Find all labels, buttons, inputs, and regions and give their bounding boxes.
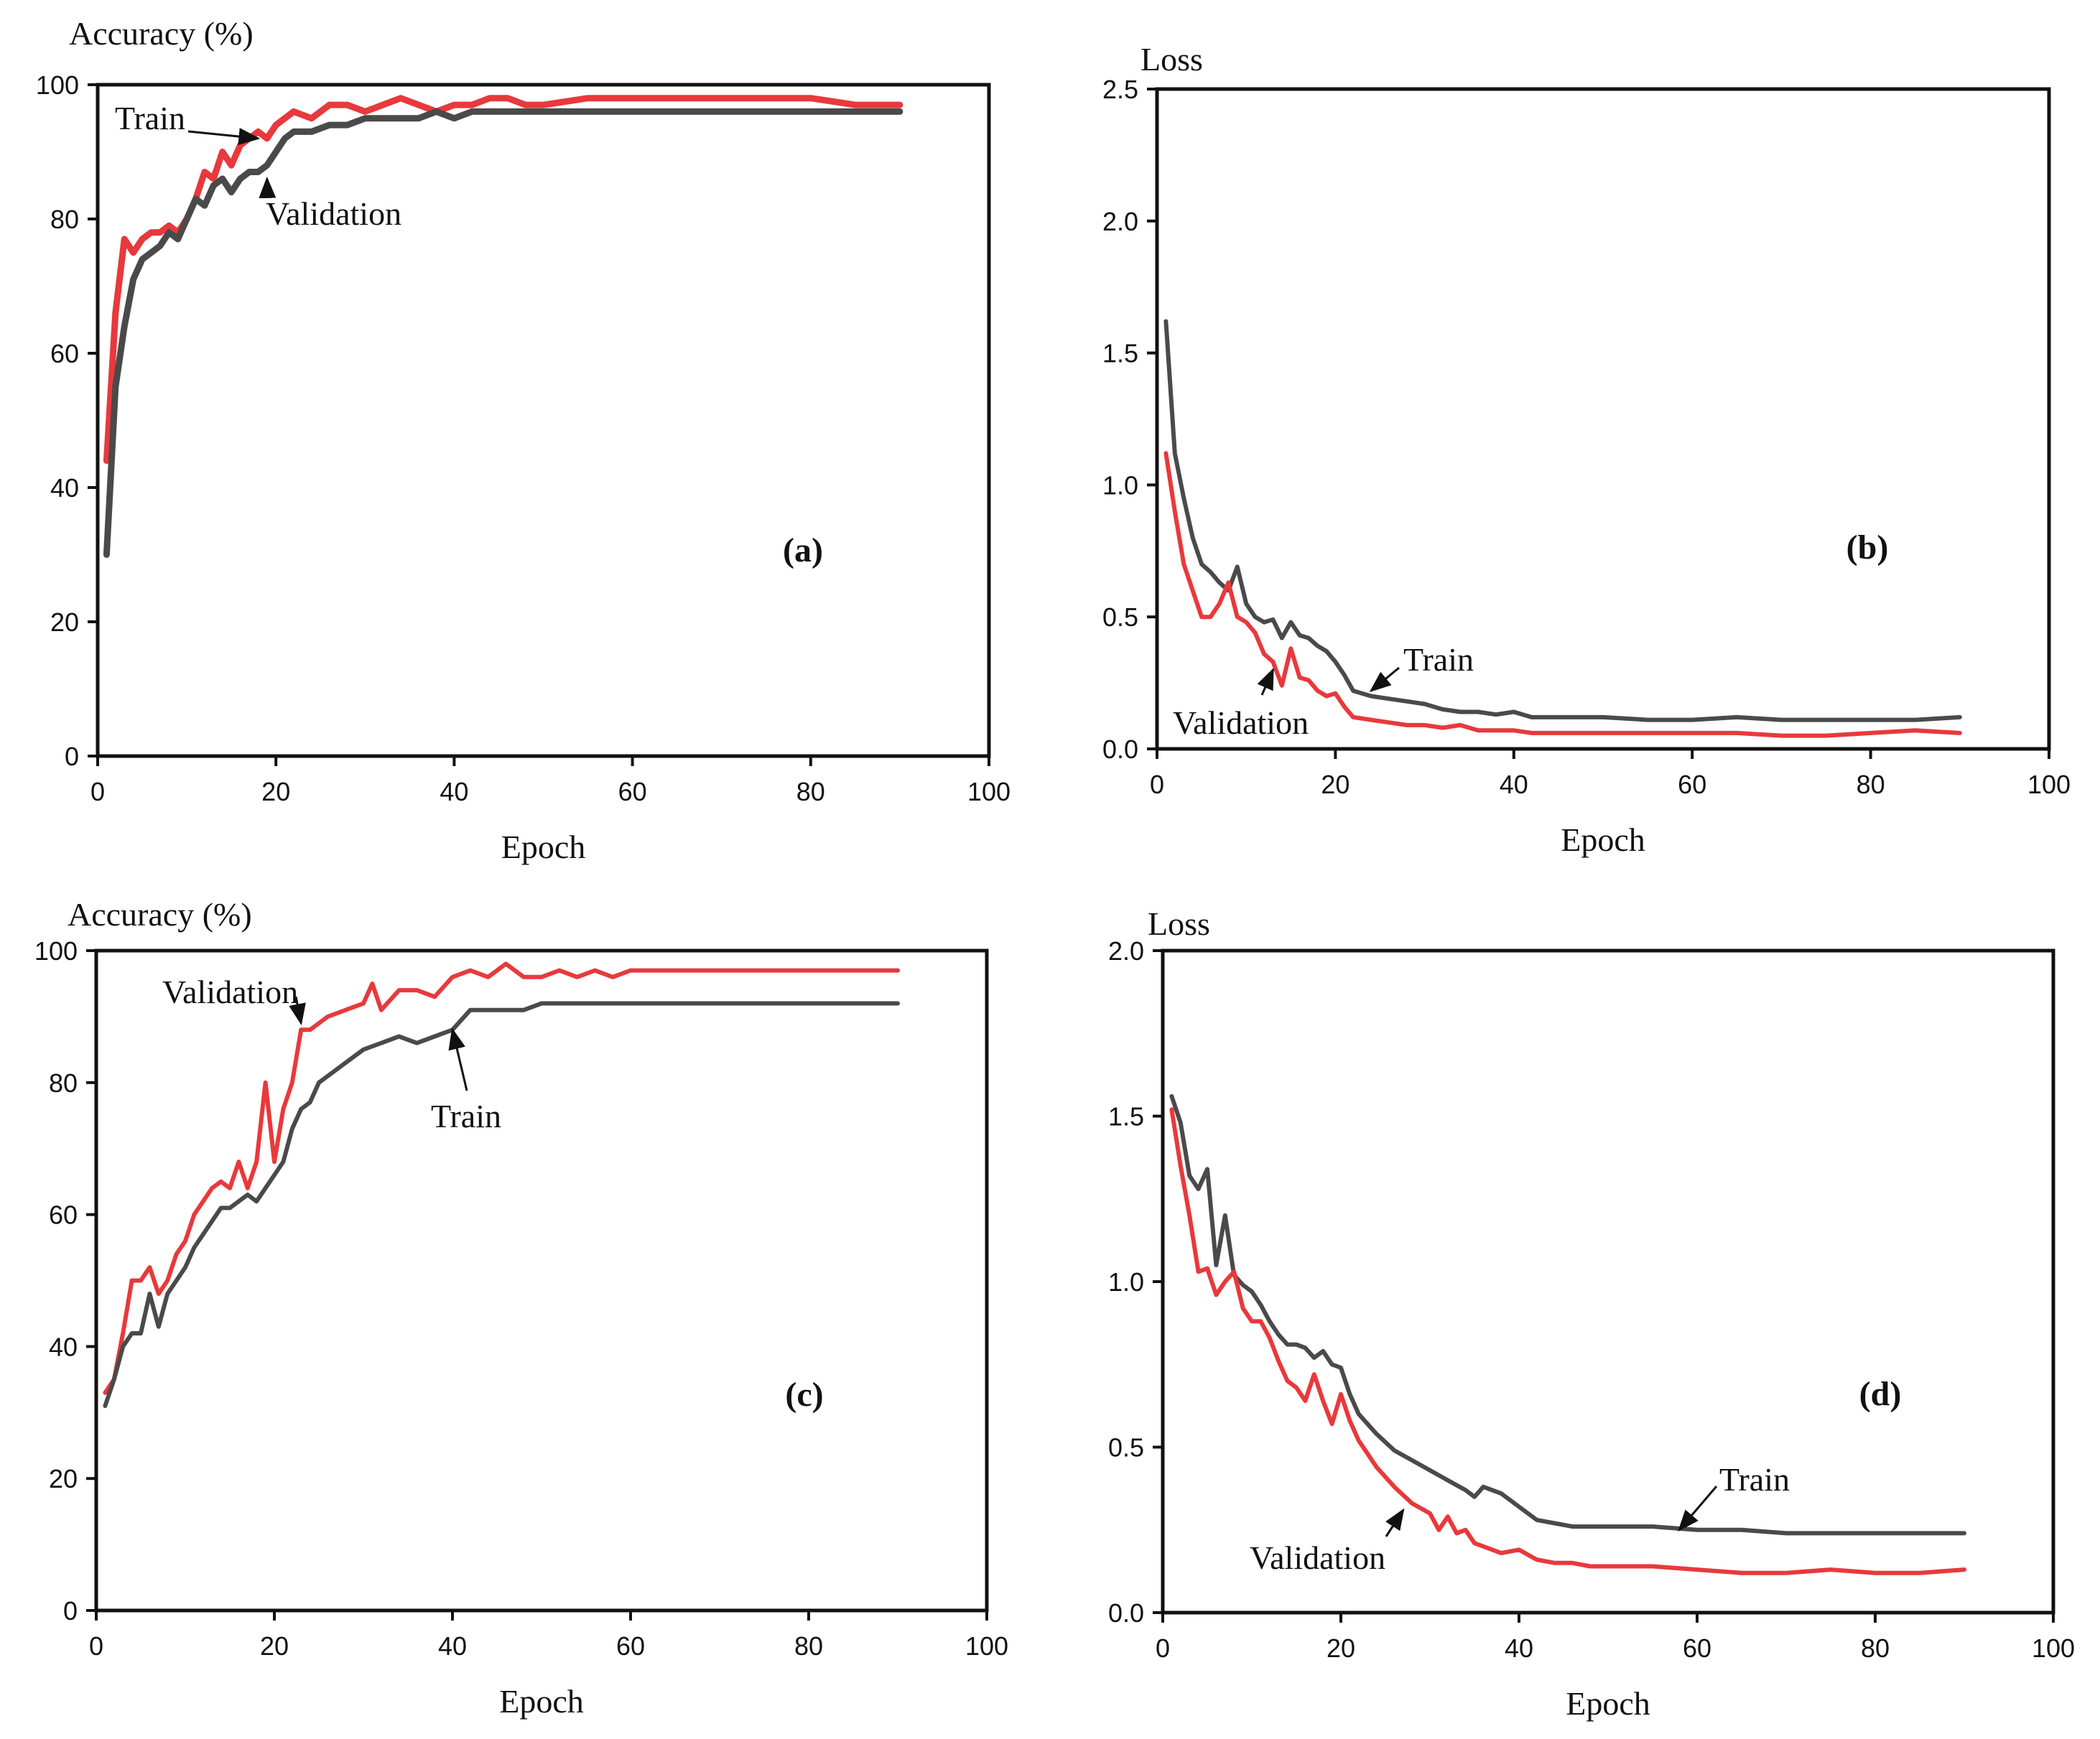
plot-frame <box>94 948 989 1613</box>
x-tick-label: 60 <box>616 1631 645 1661</box>
series-line-train <box>1169 1094 1966 1536</box>
y-tick-label: 2.0 <box>1102 207 1138 236</box>
annotation-train: Train <box>115 100 185 136</box>
x-axis-label: Epoch <box>1561 821 1645 858</box>
x-tick-label: 20 <box>260 1631 289 1661</box>
x-tick-label: 20 <box>261 777 290 806</box>
x-tick-label: 40 <box>1500 770 1528 799</box>
y-axis-label: Accuracy (%) <box>69 15 254 52</box>
x-tick-label: 80 <box>1857 770 1885 799</box>
y-tick-label: 40 <box>50 473 79 503</box>
x-tick-label: 80 <box>796 777 825 806</box>
chart-panel-d: 0 20 40 60 80 100 0.0 0.5 1.0 1.5 2.0 Epoch Loss (d) T… <box>1108 905 2075 1722</box>
x-tick-label: 0 <box>90 777 105 806</box>
series-line-validation <box>103 961 900 1395</box>
y-tick-label: 1.0 <box>1108 1267 1144 1297</box>
y-tick-label: 0 <box>63 1596 78 1626</box>
plot-frame <box>1155 87 2051 751</box>
x-tick-label: 0 <box>1156 1633 1170 1663</box>
annotation-arrow <box>1369 666 1400 693</box>
x-tick-label: 100 <box>965 1631 1008 1661</box>
panel-label: (a) <box>783 531 823 569</box>
x-tick-label: 40 <box>438 1631 467 1661</box>
y-tick-label: 20 <box>50 607 79 637</box>
x-tick-label: 0 <box>1150 770 1164 799</box>
y-tick-label: 0.5 <box>1102 602 1138 632</box>
annotation-validation: Validation <box>1250 1539 1385 1576</box>
x-tick-label: 80 <box>794 1631 823 1661</box>
x-tick-label: 100 <box>2032 1633 2075 1663</box>
x-tick-label: 60 <box>1683 1633 1711 1663</box>
y-axis-label: Loss <box>1148 905 1210 942</box>
plot-frame <box>1161 948 2055 1615</box>
chart-panel-c: 0 20 40 60 80 100 0 20 40 60 80 100 Epoch Accuracy (%… <box>34 896 1008 1720</box>
y-tick-label: 40 <box>49 1332 78 1361</box>
x-tick-label: 100 <box>2027 770 2071 799</box>
plot-frame <box>96 83 991 758</box>
panel-label: (c) <box>785 1376 823 1414</box>
x-axis-label: Epoch <box>501 829 586 865</box>
x-axis-label: Epoch <box>499 1683 584 1720</box>
x-tick-label: 60 <box>618 777 647 806</box>
y-tick-label: 100 <box>36 70 79 100</box>
y-tick-label: 60 <box>49 1200 78 1230</box>
panel-label: (b) <box>1846 528 1889 567</box>
y-tick-label: 80 <box>50 205 79 234</box>
x-tick-label: 80 <box>1861 1633 1890 1663</box>
chart-panel-b: 0 20 40 60 80 100 0.0 0.5 1.0 1.5 2.0 2.5 Epoch Loss (… <box>1102 41 2071 858</box>
y-tick-label: 100 <box>34 936 78 966</box>
y-tick-label: 0.5 <box>1108 1433 1144 1463</box>
annotation-validation: Validation <box>266 195 401 232</box>
x-tick-label: 0 <box>89 1631 103 1661</box>
annotation-validation: Validation <box>162 974 298 1010</box>
x-tick-label: 20 <box>1321 770 1349 799</box>
series-line-train <box>103 95 903 465</box>
annotation-validation: Validation <box>1173 704 1309 741</box>
annotation-arrow <box>1678 1486 1718 1532</box>
annotation-arrow <box>1385 1508 1405 1537</box>
annotation-arrow <box>289 996 306 1026</box>
y-tick-label: 0.0 <box>1108 1598 1144 1628</box>
x-axis-label: Epoch <box>1566 1685 1650 1722</box>
x-tick-label: 60 <box>1678 770 1706 799</box>
y-tick-label: 80 <box>49 1068 78 1098</box>
y-tick-label: 60 <box>50 339 79 368</box>
series-line-train <box>1163 319 1962 722</box>
x-tick-label: 20 <box>1327 1633 1355 1663</box>
y-tick-label: 20 <box>49 1464 78 1493</box>
annotation-train: Train <box>1403 641 1474 678</box>
chart-panel-a: 0 20 40 60 80 100 0 20 40 60 80 100 Epoch Accuracy (%… <box>36 15 1010 865</box>
x-tick-label: 40 <box>1505 1633 1533 1663</box>
annotation-train: Train <box>431 1098 501 1134</box>
annotation-arrow <box>187 128 261 146</box>
y-axis-label: Loss <box>1140 41 1203 78</box>
y-tick-label: 1.5 <box>1102 339 1138 368</box>
y-axis-label: Accuracy (%) <box>68 896 252 933</box>
y-tick-label: 1.0 <box>1102 470 1138 500</box>
panel-label: (d) <box>1859 1375 1902 1413</box>
y-tick-label: 0 <box>65 742 79 771</box>
x-tick-label: 40 <box>440 777 468 806</box>
annotation-train: Train <box>1719 1461 1790 1498</box>
series-line-validation <box>103 108 903 558</box>
annotation-arrow <box>1257 667 1274 696</box>
y-tick-label: 2.5 <box>1102 75 1138 104</box>
series-line-train <box>103 1001 900 1409</box>
x-tick-label: 100 <box>967 777 1010 806</box>
annotation-arrow <box>448 1027 468 1091</box>
series-line-validation <box>1169 1107 1966 1575</box>
y-tick-label: 0.0 <box>1102 735 1138 764</box>
y-tick-label: 2.0 <box>1108 936 1144 966</box>
y-tick-label: 1.5 <box>1108 1102 1144 1132</box>
series-line-validation <box>1163 451 1962 738</box>
